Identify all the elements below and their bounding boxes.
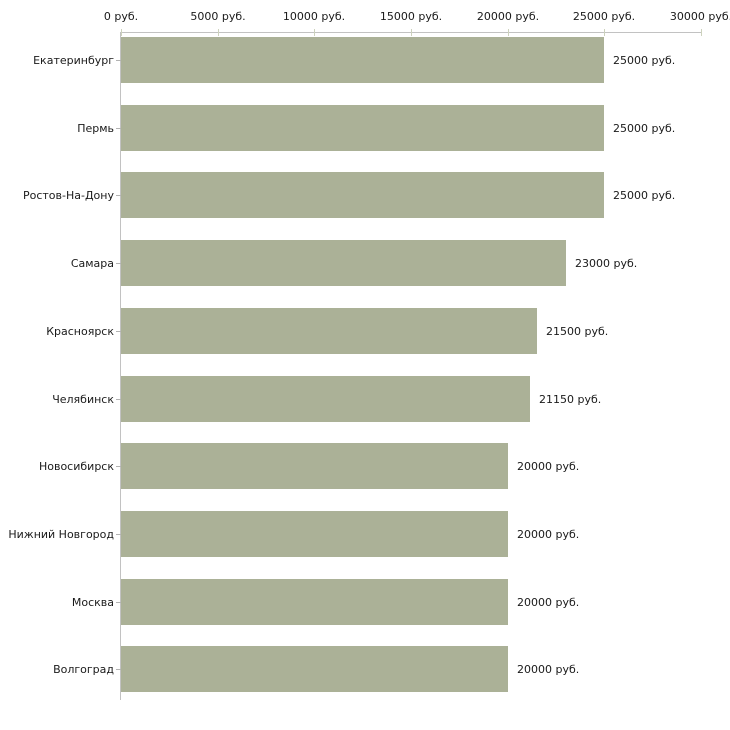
value-label: 25000 руб. bbox=[613, 188, 676, 202]
x-tick-label: 10000 руб. bbox=[282, 10, 346, 23]
x-tick bbox=[701, 29, 702, 36]
bar bbox=[121, 308, 537, 354]
x-tick-label: 5000 руб. bbox=[190, 10, 246, 23]
value-label: 25000 руб. bbox=[613, 121, 676, 135]
value-label: 23000 руб. bbox=[575, 256, 638, 270]
x-tick bbox=[604, 29, 605, 36]
y-tick bbox=[116, 331, 121, 332]
y-axis-label: Пермь bbox=[77, 121, 114, 135]
y-tick bbox=[116, 399, 121, 400]
x-tick-label: 30000 руб. bbox=[669, 10, 730, 23]
value-label: 21150 руб. bbox=[539, 392, 602, 406]
bar bbox=[121, 105, 604, 151]
y-tick bbox=[116, 534, 121, 535]
value-label: 21500 руб. bbox=[546, 324, 609, 338]
y-axis-line bbox=[120, 32, 121, 700]
x-tick-label: 20000 руб. bbox=[476, 10, 540, 23]
x-tick bbox=[121, 29, 122, 36]
y-tick bbox=[116, 60, 121, 61]
value-label: 20000 руб. bbox=[517, 527, 580, 541]
value-label: 20000 руб. bbox=[517, 459, 580, 473]
x-tick bbox=[218, 29, 219, 36]
y-tick bbox=[116, 466, 121, 467]
y-axis-label: Екатеринбург bbox=[33, 53, 114, 67]
bar bbox=[121, 172, 604, 218]
x-tick-label: 15000 руб. bbox=[379, 10, 443, 23]
y-axis-label: Москва bbox=[71, 595, 114, 609]
y-tick bbox=[116, 195, 121, 196]
x-tick bbox=[314, 29, 315, 36]
y-axis-label: Красноярск bbox=[46, 324, 114, 338]
bar bbox=[121, 37, 604, 83]
value-label: 20000 руб. bbox=[517, 595, 580, 609]
x-tick-label: 0 руб. bbox=[103, 10, 139, 23]
y-axis-label: Челябинск bbox=[52, 392, 114, 406]
y-axis-label: Самара bbox=[70, 256, 114, 270]
x-tick-label: 25000 руб. bbox=[572, 10, 636, 23]
y-tick bbox=[116, 669, 121, 670]
y-tick bbox=[116, 128, 121, 129]
value-label: 25000 руб. bbox=[613, 53, 676, 67]
bar bbox=[121, 376, 530, 422]
bar bbox=[121, 240, 566, 286]
value-label: 20000 руб. bbox=[517, 662, 580, 676]
bar bbox=[121, 579, 508, 625]
bar bbox=[121, 511, 508, 557]
y-axis-label: Новосибирск bbox=[38, 459, 114, 473]
y-tick bbox=[116, 263, 121, 264]
y-axis-label: Ростов-На-Дону bbox=[22, 188, 114, 202]
bar bbox=[121, 646, 508, 692]
y-axis-label: Волгоград bbox=[53, 662, 114, 676]
y-axis-label: Нижний Новгород bbox=[8, 527, 114, 541]
x-tick bbox=[508, 29, 509, 36]
x-tick bbox=[411, 29, 412, 36]
bar bbox=[121, 443, 508, 489]
y-tick bbox=[116, 602, 121, 603]
